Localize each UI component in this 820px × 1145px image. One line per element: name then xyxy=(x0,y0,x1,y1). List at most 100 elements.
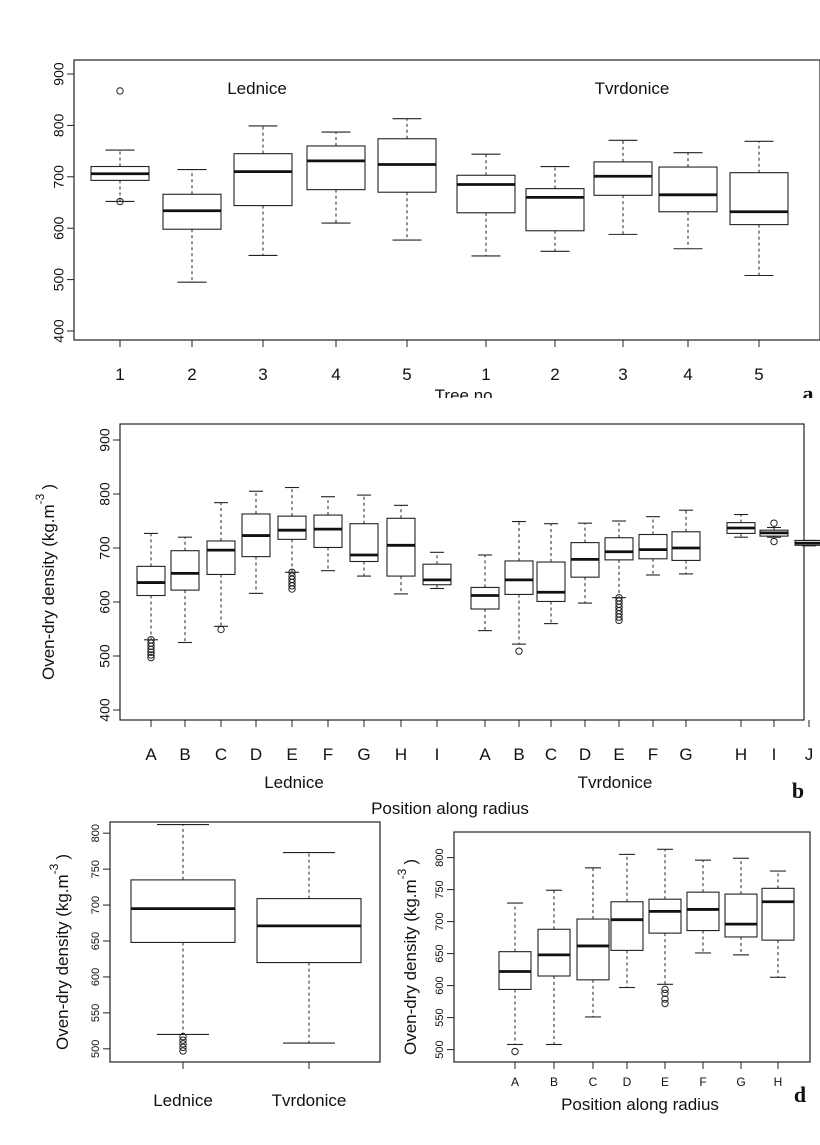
x-category-label: A xyxy=(145,745,157,764)
iqr-box xyxy=(658,166,718,213)
x-category-label: B xyxy=(179,745,190,764)
iqr-box xyxy=(504,560,534,595)
iqr-box xyxy=(648,898,682,934)
iqr-box xyxy=(686,891,720,932)
outlier-point xyxy=(116,87,124,95)
iqr-box xyxy=(536,561,566,603)
x-category-label: E xyxy=(613,745,624,764)
outlier-point xyxy=(116,197,124,206)
plot-frame xyxy=(109,821,381,1063)
x-category-label: 1 xyxy=(481,365,490,384)
y-tick-label: 600 xyxy=(51,216,67,240)
y-axis-title: Oven-dry density (kg.m-3) xyxy=(395,859,420,1055)
x-category-label: E xyxy=(661,1075,669,1089)
x-category-label: G xyxy=(679,745,692,764)
outlier-point xyxy=(288,575,296,584)
outlier-point xyxy=(511,1047,519,1056)
panel-b-chart: 400 500 600 700 800 900 Oven-dry density (kg.m… xyxy=(33,423,820,818)
y-axis-title-exponent: -3 xyxy=(33,493,47,504)
x-category-label: 1 xyxy=(115,365,124,384)
outlier-point xyxy=(288,572,296,580)
x-category-label: 2 xyxy=(550,365,559,384)
outlier-point xyxy=(770,519,778,527)
y-axis-title-exponent: -3 xyxy=(395,868,409,879)
outlier-point xyxy=(770,537,778,546)
iqr-box xyxy=(593,161,653,196)
panel-d-chart: 500 550 600 650 700 750 800 Oven-dry density (k… xyxy=(395,831,811,1114)
outlier-point xyxy=(179,1032,187,1041)
iqr-box xyxy=(170,550,200,591)
iqr-box xyxy=(729,172,789,226)
x-category-label: G xyxy=(357,745,370,764)
y-tick-label: 400 xyxy=(97,698,113,722)
iqr-box xyxy=(233,153,293,207)
y-tick-label: 800 xyxy=(90,824,102,842)
outlier-point xyxy=(515,647,523,655)
iqr-box xyxy=(671,531,701,561)
iqr-box xyxy=(313,514,343,549)
outlier-point xyxy=(179,1036,187,1044)
iqr-box xyxy=(206,540,236,576)
y-tick-label: 700 xyxy=(97,536,113,560)
y-tick-label: 600 xyxy=(90,968,102,986)
x-category-label: 4 xyxy=(683,365,692,384)
y-axis-title-end: ) xyxy=(53,854,72,860)
x-category-label: H xyxy=(774,1075,783,1089)
iqr-box xyxy=(724,893,758,938)
y-tick-label: 750 xyxy=(90,860,102,878)
x-category-label: A xyxy=(511,1075,519,1089)
panel-letter: a xyxy=(803,381,814,406)
outlier-point xyxy=(147,653,155,662)
x-category-label: J xyxy=(805,745,814,764)
outlier-point xyxy=(661,989,669,997)
x-category-label: B xyxy=(513,745,524,764)
y-tick-label: 550 xyxy=(434,1008,446,1026)
x-category-label: 3 xyxy=(258,365,267,384)
x-category-label: G xyxy=(736,1075,745,1089)
x-category-label: C xyxy=(215,745,227,764)
x-category-label: E xyxy=(286,745,297,764)
y-tick-label: 650 xyxy=(90,932,102,950)
y-tick-label: 700 xyxy=(90,896,102,914)
group-label: Lednice xyxy=(227,79,287,98)
iqr-box xyxy=(525,188,585,232)
y-tick-label: 900 xyxy=(51,62,67,86)
x-category-label: D xyxy=(623,1075,632,1089)
x-category-label: Lednice xyxy=(153,1091,213,1110)
x-category-label: I xyxy=(772,745,777,764)
y-axis-title: Oven-dry density (kg.m-3) xyxy=(33,484,58,680)
outlier-point xyxy=(179,1047,187,1055)
y-axis-title-main: Oven-dry density (kg.m xyxy=(401,879,420,1055)
iqr-box xyxy=(470,586,500,610)
panel-b-position-boxplot: 400 500 600 700 800 900 Oven-dry density (kg.m… xyxy=(28,398,820,818)
iqr-box xyxy=(604,537,634,561)
x-category-label: F xyxy=(323,745,333,764)
panel-letter: d xyxy=(794,1082,806,1107)
outlier-point xyxy=(661,995,669,1003)
iqr-box xyxy=(761,887,795,941)
y-tick-label: 800 xyxy=(97,482,113,506)
outlier-point xyxy=(661,999,669,1008)
y-tick-label: 900 xyxy=(97,428,113,452)
outlier-point xyxy=(615,597,623,605)
group-label: Tvrdonice xyxy=(578,773,653,792)
y-tick-label: 800 xyxy=(434,848,446,866)
outlier-point xyxy=(147,636,155,644)
x-category-label: 5 xyxy=(754,365,763,384)
x-axis-title: Position along radius xyxy=(371,799,529,818)
plot-frame xyxy=(73,59,820,341)
panel-letter: b xyxy=(792,778,804,803)
plot-frame xyxy=(453,831,811,1063)
y-tick-label: 600 xyxy=(434,976,446,994)
outlier-point xyxy=(179,1040,187,1048)
x-category-label: B xyxy=(550,1075,558,1089)
panel-c-site-boxplot: 500 550 600 650 700 750 800 Oven-dry density (k… xyxy=(47,818,421,1118)
y-tick-label: 500 xyxy=(97,644,113,668)
group-label: Tvrdonice xyxy=(595,79,670,98)
x-category-label: 5 xyxy=(402,365,411,384)
iqr-box xyxy=(610,901,644,951)
x-category-label: D xyxy=(579,745,591,764)
x-category-label: C xyxy=(589,1075,598,1089)
outlier-point xyxy=(661,985,669,994)
panel-a-tree-boxplot: 400 500 600 700 800 900 1 2 3 4 5 1 2 3 4 5 Lednice Tvrdo… xyxy=(12,44,820,406)
